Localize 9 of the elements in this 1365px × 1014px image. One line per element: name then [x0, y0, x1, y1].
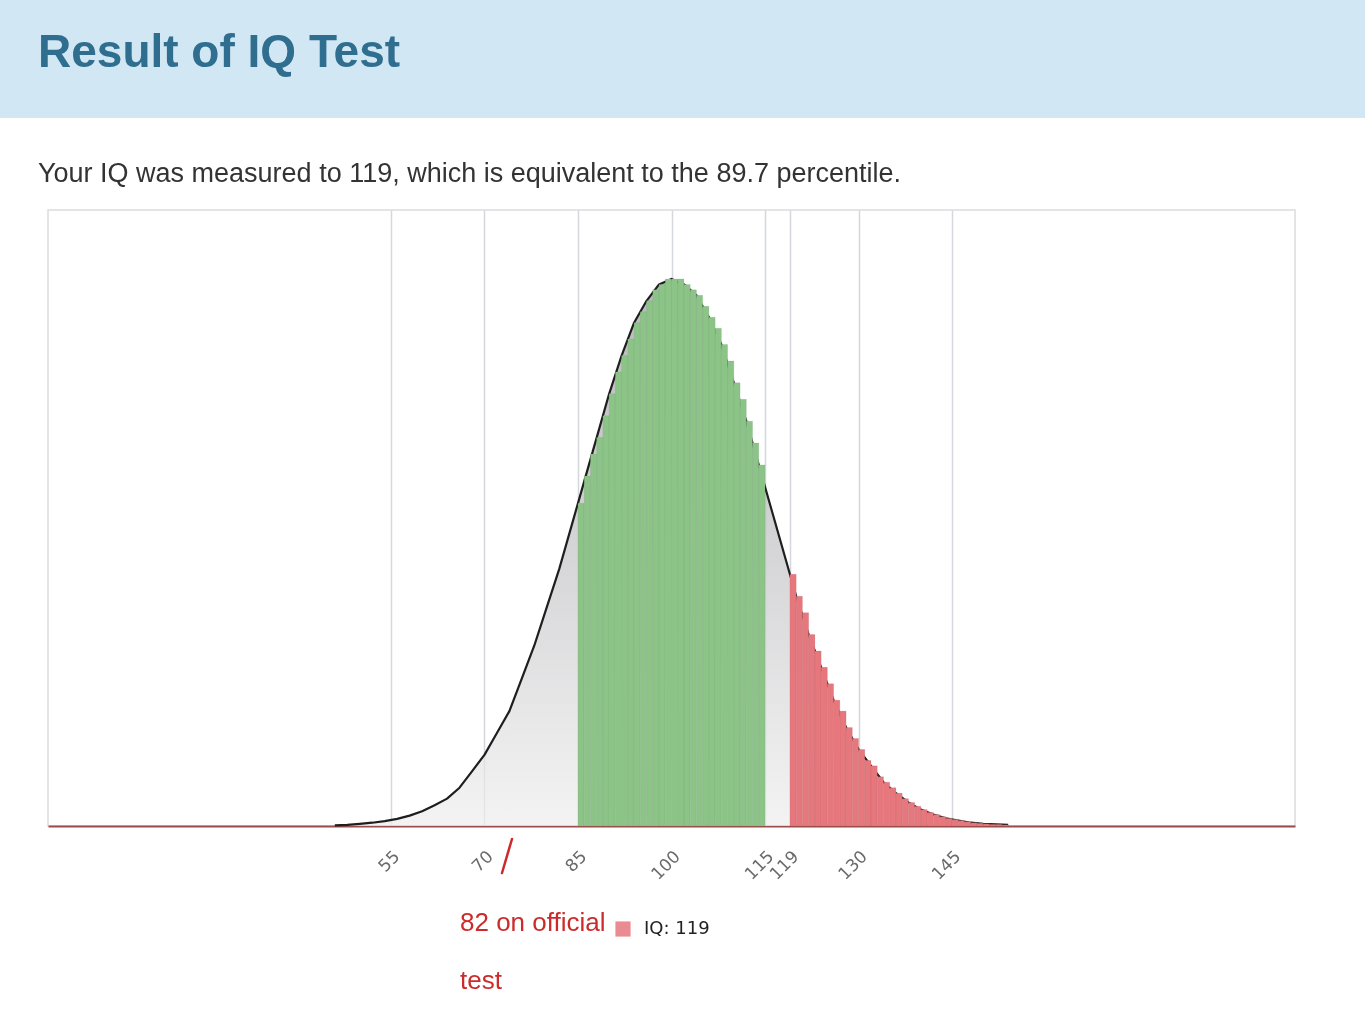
chart-title: Result of IQ Test — [38, 25, 401, 77]
x-tick-label: 55 — [374, 846, 404, 876]
x-tick-label: 100 — [646, 846, 685, 884]
x-tick-label: 85 — [561, 846, 591, 876]
chart-subtitle: Your IQ was measured to 119, which is equivalent to the 89.7 percentile. — [38, 158, 902, 188]
legend-label: IQ: 119 — [644, 917, 710, 938]
x-tick-label: 70 — [467, 846, 497, 876]
text: 82 on official test — [460, 907, 606, 995]
x-tick-label: 130 — [833, 846, 872, 884]
